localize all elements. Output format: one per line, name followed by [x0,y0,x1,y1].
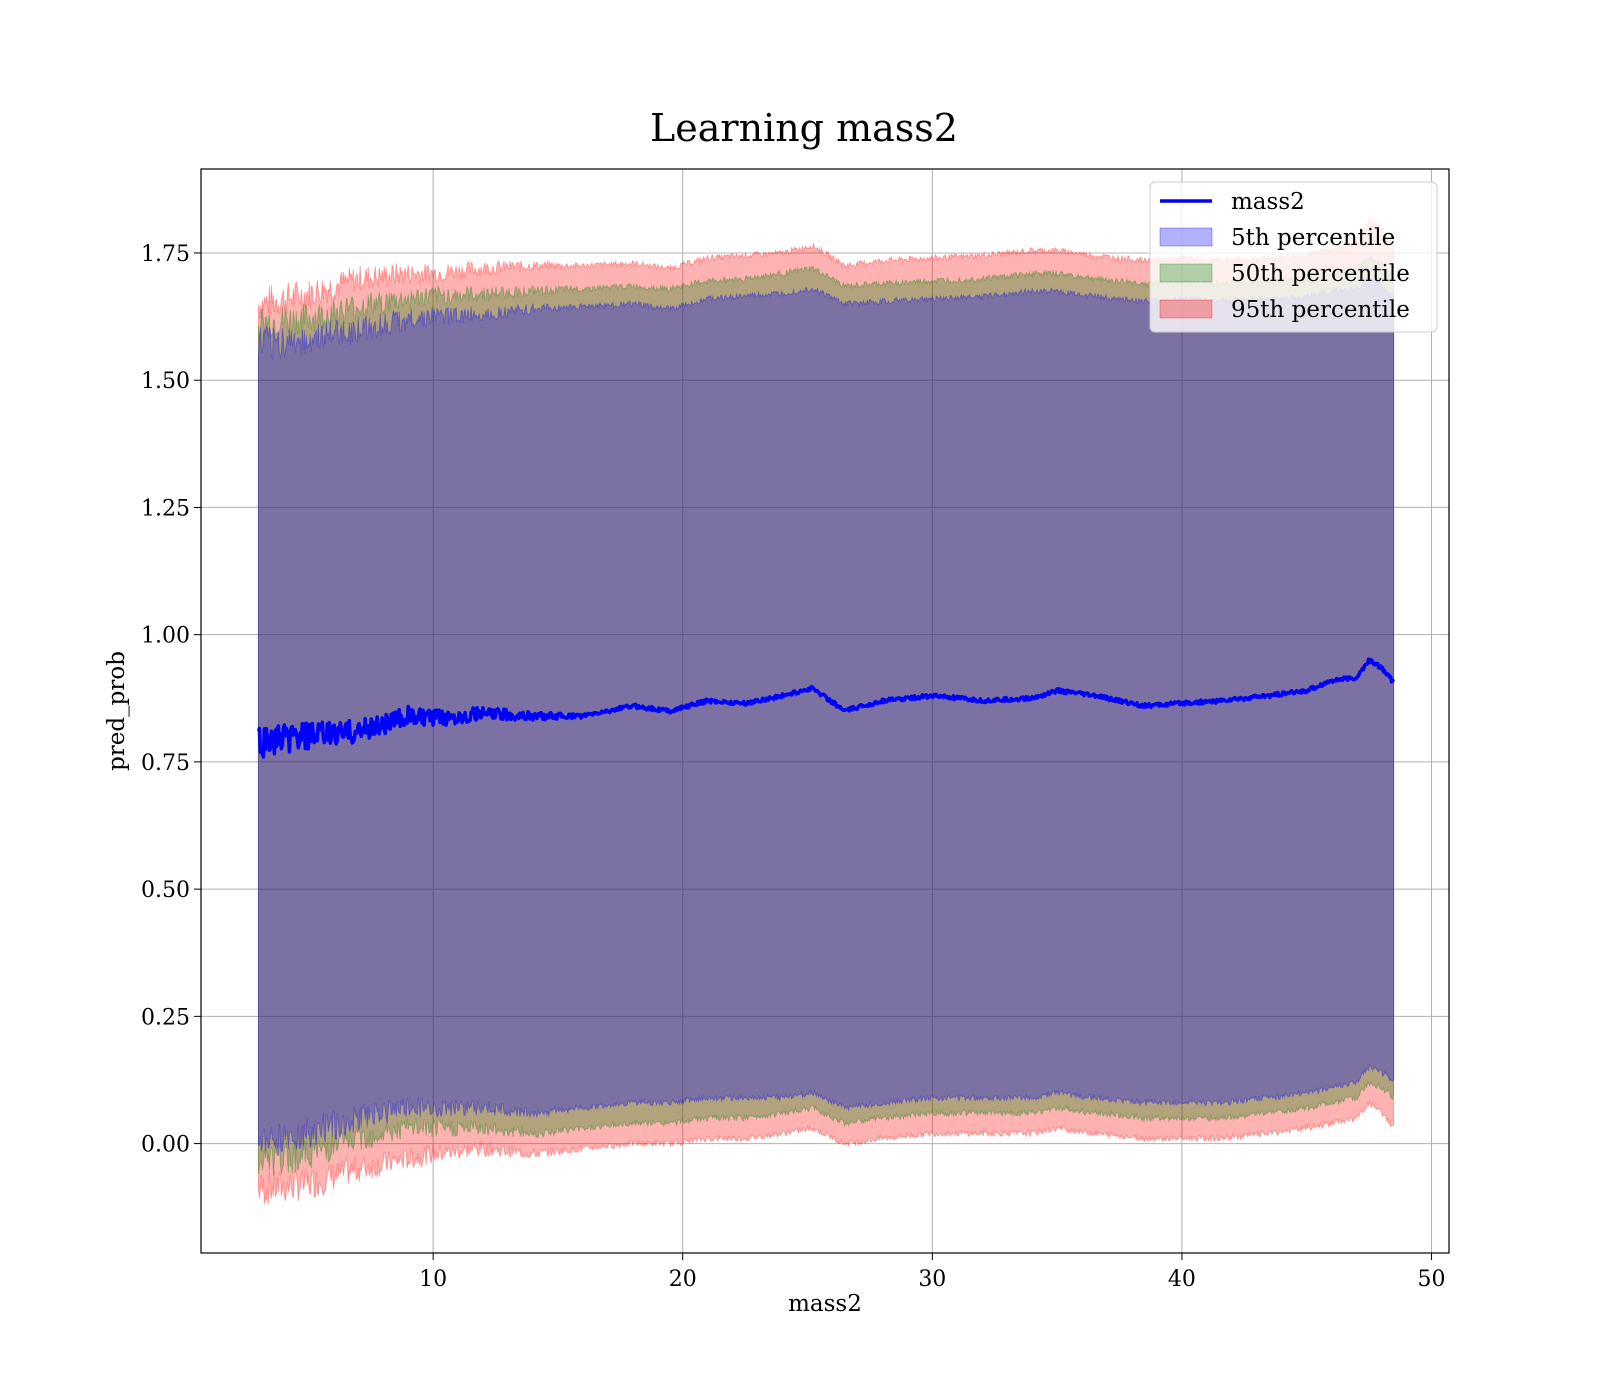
legend: mass2 5th percentile 50th percentile 95t… [1149,181,1438,333]
y-tick-label-4: 1.00 [141,624,190,649]
legend-swatch-5th [1159,227,1213,247]
x-tick-label-4: 50 [1418,1267,1446,1292]
legend-label-mass2: mass2 [1231,189,1305,215]
legend-label-50th: 50th percentile [1231,261,1410,287]
legend-label-5th: 5th percentile [1231,225,1395,251]
y-tick-label-0: 0.00 [141,1133,190,1158]
x-tick-label-0: 10 [419,1267,447,1292]
y-tick-label-5: 1.25 [141,496,190,521]
x-tick-label-1: 20 [669,1267,697,1292]
series-line-mass2 [256,657,1396,759]
chart-title: Learning mass2 [650,106,958,150]
x-axis-ticks: 10 20 30 40 50 [419,1253,1446,1292]
band-5th-percentile [257,275,1395,1156]
plot-frame [200,168,1450,1254]
y-axis-ticks: 0.00 0.25 0.50 0.75 1.00 1.25 1.50 1.75 [141,242,201,1158]
x-tick-label-3: 40 [1168,1267,1196,1292]
band-50th-percentile [257,255,1395,1176]
percentile-bands [257,216,1395,1205]
y-tick-label-2: 0.50 [141,878,190,903]
y-tick-label-6: 1.50 [141,369,190,394]
legend-box [1149,181,1438,333]
x-tick-label-2: 30 [918,1267,946,1292]
mean-line [256,657,1396,759]
legend-label-95th: 95th percentile [1231,297,1410,323]
legend-swatch-95th [1159,299,1213,319]
band-95th-percentile [257,216,1395,1205]
y-axis-label: pred_prob [104,651,130,771]
x-axis-label: mass2 [788,1291,862,1317]
legend-swatch-50th [1159,263,1213,283]
y-tick-label-1: 0.25 [141,1005,190,1030]
y-tick-label-3: 0.75 [141,751,190,776]
y-tick-label-7: 1.75 [141,242,190,267]
